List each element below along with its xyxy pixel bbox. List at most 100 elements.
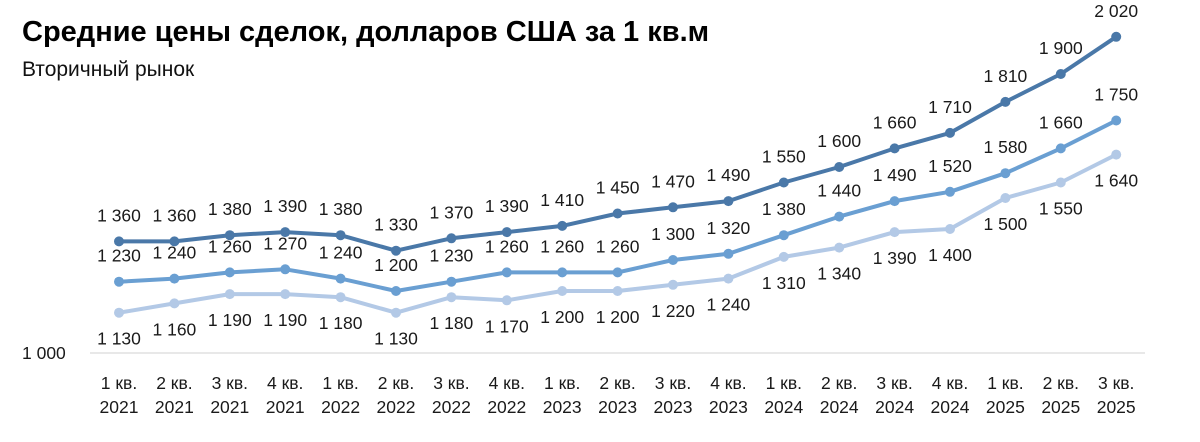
data-point [557, 220, 568, 231]
data-label: 1 550 [762, 147, 806, 167]
data-label: 1 360 [153, 205, 197, 225]
x-tick-year: 2024 [820, 397, 859, 417]
data-label: 1 900 [1039, 38, 1083, 58]
x-tick-year: 2023 [543, 397, 582, 417]
data-point [280, 264, 291, 275]
x-tick-quarter: 1 кв. [766, 373, 802, 393]
data-point [224, 230, 235, 241]
data-point [280, 289, 291, 300]
data-point [1111, 149, 1122, 160]
x-tick-quarter: 4 кв. [710, 373, 746, 393]
y-axis-min-label: 1 000 [22, 343, 66, 363]
data-label: 1 490 [873, 165, 917, 185]
data-point [834, 211, 845, 222]
x-tick-year: 2023 [654, 397, 693, 417]
data-point [446, 292, 457, 303]
x-tick-year: 2022 [377, 397, 416, 417]
data-point [501, 267, 512, 278]
x-tick-year: 2024 [764, 397, 803, 417]
data-point [391, 286, 401, 296]
data-label: 1 200 [374, 255, 418, 275]
data-point [889, 143, 900, 154]
data-label: 1 660 [873, 112, 917, 132]
data-point [114, 307, 124, 318]
data-label: 1 260 [485, 236, 529, 256]
series-layer: 1 360 1 360 1 380 1 390 1 380 1 330 1 370 1 390… [97, 1, 1138, 349]
data-point [446, 276, 457, 287]
data-label: 1 520 [928, 156, 972, 176]
data-label: 1 340 [817, 264, 861, 284]
data-point [335, 230, 346, 241]
data-point [889, 227, 900, 238]
data-point [723, 273, 734, 284]
data-label: 1 300 [651, 224, 695, 244]
x-tick-quarter: 2 кв. [156, 373, 192, 393]
data-point [612, 286, 623, 296]
data-point [391, 245, 401, 256]
data-point [335, 292, 346, 303]
x-tick-year: 2022 [321, 397, 360, 417]
data-point [224, 289, 235, 300]
series-2: 1 230 1 240 1 260 1 270 1 240 1 200 1 230 1 260… [97, 85, 1138, 296]
data-label: 1 260 [596, 236, 640, 256]
data-point [723, 248, 734, 259]
data-point [501, 227, 512, 238]
data-label: 1 270 [263, 233, 307, 253]
data-point [280, 227, 291, 238]
data-point [723, 196, 734, 207]
data-label: 1 370 [430, 202, 474, 222]
data-label: 1 390 [263, 196, 307, 216]
x-tick-year: 2025 [1097, 397, 1136, 417]
data-label: 1 390 [873, 248, 917, 268]
data-label: 1 260 [208, 236, 252, 256]
data-label: 1 360 [97, 205, 141, 225]
data-point [557, 267, 568, 278]
data-point [1000, 168, 1011, 179]
x-tick-quarter: 1 кв. [987, 373, 1023, 393]
x-tick-quarter: 2 кв. [599, 373, 635, 393]
x-tick-quarter: 3 кв. [1098, 373, 1134, 393]
data-point [501, 295, 512, 306]
data-point [778, 251, 789, 262]
x-tick-quarter: 4 кв. [267, 373, 303, 393]
data-label: 1 710 [928, 97, 972, 117]
x-tick-quarter: 1 кв. [322, 373, 358, 393]
data-label: 1 130 [374, 329, 418, 349]
data-point [612, 267, 623, 278]
x-tick-year: 2021 [155, 397, 194, 417]
series-1: 1 360 1 360 1 380 1 390 1 380 1 330 1 370 1 390… [97, 1, 1138, 256]
data-label: 1 380 [762, 199, 806, 219]
data-point [945, 224, 955, 234]
data-label: 1 190 [208, 310, 252, 330]
x-axis-ticks: 1 кв. 2021 2 кв. 2021 3 кв. 2021 4 кв. 2021 1 кв… [100, 373, 1136, 417]
data-label: 1 390 [485, 196, 529, 216]
data-label: 1 240 [319, 243, 363, 263]
data-label: 1 170 [485, 316, 529, 336]
x-tick-quarter: 3 кв. [433, 373, 469, 393]
data-label: 1 400 [928, 245, 972, 265]
data-point [1000, 96, 1011, 107]
x-tick-year: 2023 [709, 397, 748, 417]
x-tick-year: 2025 [1041, 397, 1080, 417]
x-tick-quarter: 3 кв. [212, 373, 248, 393]
data-label: 1 160 [153, 319, 197, 339]
data-point [668, 279, 678, 290]
data-point [612, 208, 623, 219]
data-label: 1 180 [430, 313, 474, 333]
data-point [834, 242, 845, 253]
data-point [391, 307, 401, 318]
x-tick-year: 2022 [432, 397, 471, 417]
data-point [224, 267, 235, 278]
data-label: 1 580 [984, 137, 1028, 157]
data-point [169, 236, 180, 247]
data-label: 1 230 [430, 246, 474, 266]
data-label: 1 600 [817, 131, 861, 151]
x-tick-year: 2024 [875, 397, 914, 417]
x-tick-year: 2023 [598, 397, 637, 417]
data-point [1055, 177, 1066, 188]
data-label: 1 220 [651, 301, 695, 321]
data-point [668, 202, 678, 213]
data-label: 1 750 [1094, 85, 1138, 105]
data-label: 1 550 [1039, 199, 1083, 219]
